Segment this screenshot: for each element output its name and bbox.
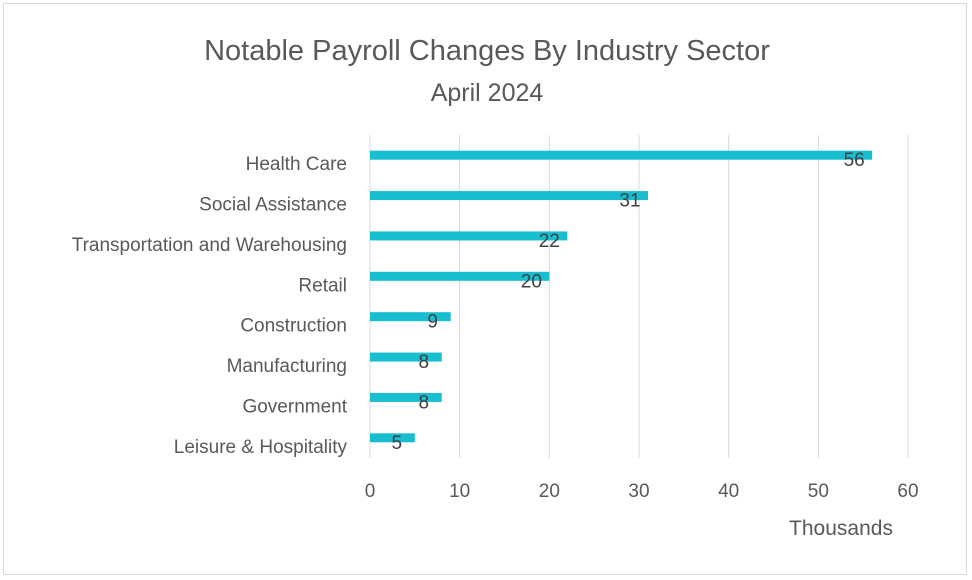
data-label: 31 [619,191,640,212]
data-label: 20 [521,271,542,292]
chart-title: Notable Payroll Changes By Industry Sect… [204,35,770,67]
category-label: Social Assistance [199,195,347,216]
bar [370,392,442,402]
data-label: 8 [418,352,429,373]
category-label: Manufacturing [227,356,347,377]
x-tick-label: 20 [539,481,560,502]
category-label: Retail [298,275,347,296]
data-label: 5 [392,433,403,454]
category-label: Transportation and Warehousing [72,235,347,256]
chart-frame [3,3,967,575]
x-tick-labels: 0 10 20 30 40 50 60 [365,481,919,502]
data-label: 56 [844,150,865,171]
bar [370,433,415,443]
x-tick-label: 50 [808,481,829,502]
x-axis-title: Thousands [789,517,893,540]
bar [370,271,550,281]
data-label: 8 [418,392,429,413]
chart-subtitle: April 2024 [431,79,544,107]
data-label: 9 [427,312,438,333]
bar [370,150,873,160]
x-tick-label: 60 [897,481,918,502]
bar [370,352,442,362]
category-label: Leisure & Hospitality [174,437,348,458]
category-label: Health Care [246,154,347,175]
category-label: Government [242,396,347,417]
x-tick-label: 30 [628,481,649,502]
bar [370,231,568,241]
x-tick-label: 40 [718,481,739,502]
bar-series [370,150,873,443]
data-label: 22 [539,231,560,252]
x-tick-label: 10 [449,481,470,502]
gridlines [369,135,909,458]
category-labels: Health Care Social Assistance Transportati… [72,154,348,458]
bar [370,191,648,201]
bar [370,312,451,322]
x-tick-label: 0 [365,481,376,502]
category-label: Construction [240,316,347,337]
